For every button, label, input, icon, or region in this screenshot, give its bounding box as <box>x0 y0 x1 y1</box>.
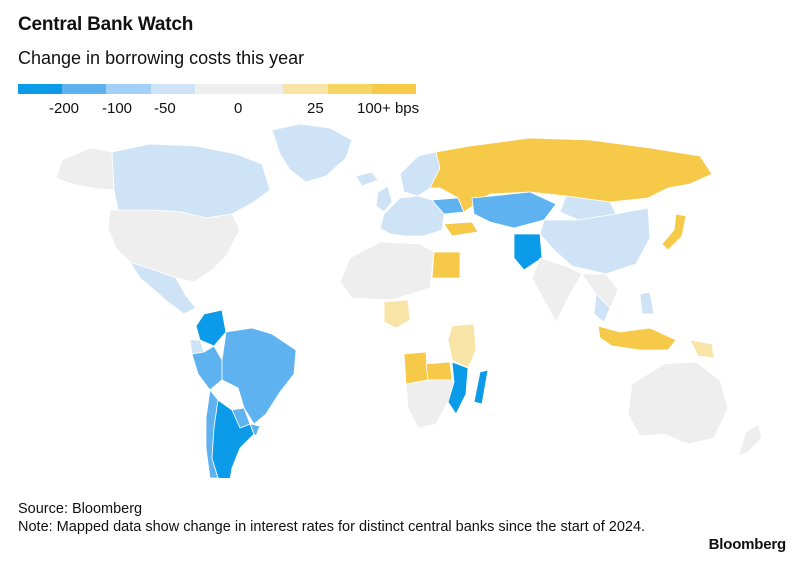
legend-color-scale <box>18 84 416 94</box>
region-ecuador <box>189 339 205 355</box>
region-south-africa <box>405 379 455 429</box>
legend-label-minus-50: -50 <box>154 100 176 117</box>
legend-label-100-plus: 100+ bps <box>357 100 420 117</box>
legend-swatch-8 <box>371 84 416 94</box>
region-kazakhstan <box>471 191 557 229</box>
region-scandinavia <box>399 151 441 197</box>
legend-label-minus-200: -200 <box>49 100 80 117</box>
region-alaska <box>55 147 115 191</box>
legend-swatch-6 <box>283 84 328 94</box>
region-thailand <box>593 293 611 323</box>
region-png <box>689 339 715 359</box>
chart-subtitle: Change in borrowing costs this year <box>18 48 305 68</box>
legend-label-minus-100: -100 <box>102 100 133 117</box>
region-iceland <box>355 171 379 187</box>
region-uk <box>375 185 393 213</box>
region-europe <box>379 195 445 237</box>
region-canada <box>111 143 271 219</box>
region-indonesia <box>597 325 677 351</box>
legend-label-zero: 0 <box>234 100 243 117</box>
legend-swatch-5 <box>239 84 284 94</box>
region-australia <box>627 361 729 445</box>
region-new-zealand <box>737 423 763 457</box>
region-nigeria <box>383 299 411 329</box>
legend-swatch-4 <box>194 84 240 94</box>
bloomberg-logo: Bloomberg <box>708 536 787 553</box>
legend-swatch-7 <box>327 84 372 94</box>
region-russia <box>429 137 713 213</box>
region-china <box>539 207 651 275</box>
region-uruguay <box>249 423 261 437</box>
region-southeast-asia <box>581 273 619 309</box>
region-argentina <box>211 399 255 478</box>
region-zambia <box>425 361 453 381</box>
color-legend: -200 -100 -50 0 25 100+ bps <box>18 84 420 120</box>
legend-swatch-0 <box>18 84 63 94</box>
world-map <box>55 123 763 478</box>
region-angola <box>403 351 429 385</box>
chart-title: Central Bank Watch <box>18 14 194 35</box>
region-japan <box>661 213 687 251</box>
legend-swatch-3 <box>150 84 195 94</box>
legend-labels: -200 -100 -50 0 25 100+ bps <box>18 100 420 120</box>
legend-swatch-2 <box>106 84 151 94</box>
legend-label-25: 25 <box>307 100 324 117</box>
source-note: Source: Bloomberg <box>18 501 143 517</box>
region-egypt <box>431 251 461 279</box>
region-philippines <box>639 291 655 315</box>
footnote: Note: Mapped data show change in interes… <box>18 519 646 535</box>
region-greenland <box>271 123 353 183</box>
region-united-states <box>107 209 241 283</box>
legend-swatch-1 <box>62 84 107 94</box>
region-madagascar <box>473 369 489 405</box>
region-east-africa <box>447 323 477 369</box>
region-pakistan <box>513 233 543 271</box>
region-india <box>531 257 583 323</box>
